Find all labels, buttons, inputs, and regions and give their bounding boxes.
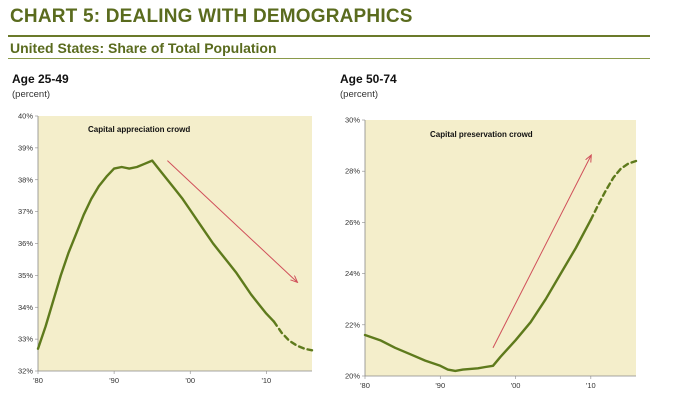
right-series-projected (589, 159, 638, 221)
right-y-tick-label: 26% (345, 218, 360, 227)
left-y-tick-label: 35% (18, 271, 33, 280)
right-y-tick-label: 22% (345, 320, 360, 329)
right-y-tick-label: 28% (345, 167, 360, 176)
left-y-tick-label: 39% (18, 143, 33, 152)
left-y-tick-label: 34% (18, 303, 33, 312)
right-x-tick-label: '10 (586, 381, 596, 390)
right-series-actual (363, 218, 592, 373)
right-y-tick-label: 24% (345, 269, 360, 278)
right-x-tick-label: '00 (511, 381, 521, 390)
left-y-tick-label: 33% (18, 335, 33, 344)
left-series-actual (36, 159, 276, 350)
left-y-tick-label: 32% (18, 367, 33, 376)
subtitle-rule (8, 58, 650, 59)
left-y-tick-label: 40% (18, 112, 33, 121)
left-x-tick-label: '10 (261, 376, 271, 385)
left-y-tick-label: 36% (18, 239, 33, 248)
right-panel-unit: (percent) (340, 89, 379, 100)
left-series-projected (272, 320, 314, 352)
right-panel-title: Age 50-74 (340, 72, 397, 86)
left-annotation: Capital appreciation crowd (88, 125, 190, 134)
left-x-tick-label: '00 (185, 376, 195, 385)
title-rule (8, 35, 650, 37)
left-x-tick-label: '90 (109, 376, 119, 385)
right-y-tick-label: 20% (345, 372, 360, 381)
left-plot-area (38, 116, 312, 371)
left-y-tick-label: 38% (18, 175, 33, 184)
left-panel-unit: (percent) (12, 89, 51, 100)
chart-subtitle: United States: Share of Total Population (10, 40, 277, 56)
left-trend-arrow (167, 160, 296, 282)
right-y-tick-label: 30% (345, 116, 360, 125)
left-panel-title: Age 25-49 (12, 72, 69, 86)
chart-title: CHART 5: DEALING WITH DEMOGRAPHICS (10, 6, 413, 27)
right-x-tick-label: '90 (435, 381, 445, 390)
left-y-tick-label: 37% (18, 207, 33, 216)
right-plot-area (365, 120, 636, 376)
right-x-tick-label: '80 (360, 381, 370, 390)
right-annotation: Capital preservation crowd (430, 130, 533, 139)
right-trend-arrow (492, 156, 591, 349)
left-x-tick-label: '80 (33, 376, 43, 385)
